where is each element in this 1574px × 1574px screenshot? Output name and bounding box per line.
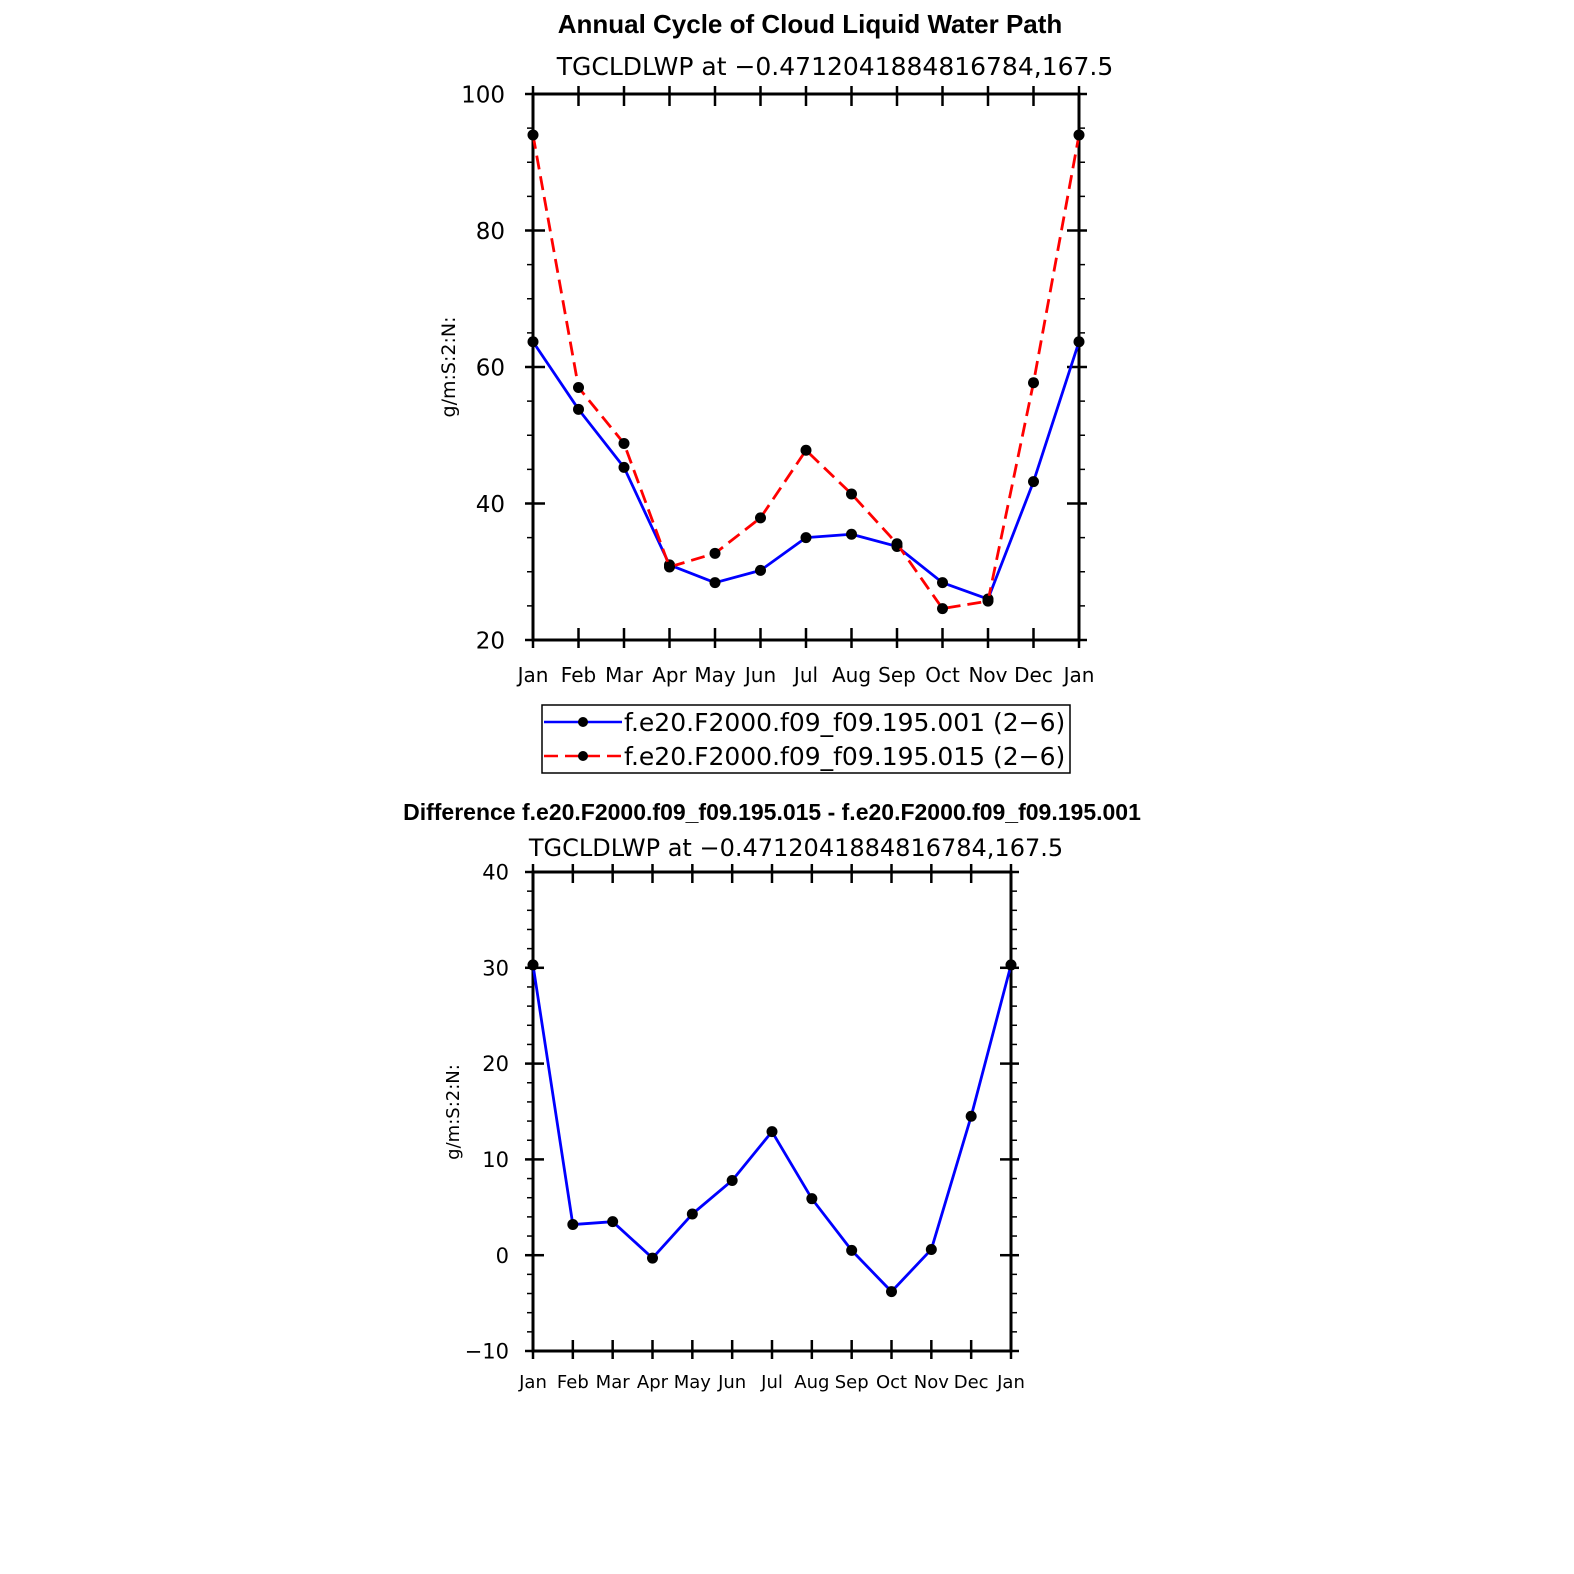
data-point-0 <box>937 577 948 589</box>
bottom-chart: Difference f.e20.F2000.f09_f09.195.015 -… <box>403 799 1141 1393</box>
x-tick-label: Nov <box>914 1372 949 1393</box>
data-point-0 <box>726 1174 738 1186</box>
x-tick-label: Feb <box>557 1372 589 1393</box>
y-tick-label: 60 <box>476 355 505 381</box>
data-point-0 <box>766 1126 778 1138</box>
y-tick-label: 20 <box>476 628 505 654</box>
x-tick-label: May <box>674 1372 712 1393</box>
x-tick-label: Jan <box>518 1372 547 1393</box>
data-point-1 <box>800 444 812 456</box>
data-point-1 <box>755 512 766 524</box>
data-point-0 <box>567 1219 579 1231</box>
data-point-1 <box>891 538 903 550</box>
data-point-0 <box>1073 336 1085 348</box>
data-point-0 <box>647 1252 658 1264</box>
x-tick-label: Apr <box>652 663 687 687</box>
legend-marker-015 <box>578 751 588 761</box>
y-tick-label: 30 <box>482 956 509 980</box>
data-point-1 <box>937 603 948 615</box>
x-tick-label: Oct <box>876 1372 907 1393</box>
data-point-1 <box>709 547 721 559</box>
legend-marker-001 <box>578 717 588 727</box>
top-chart-ylabel: g/m:S:2:N: <box>438 317 460 418</box>
data-point-0 <box>709 577 721 589</box>
x-tick-label: Apr <box>637 1372 669 1393</box>
data-point-1 <box>618 437 630 449</box>
y-tick-label: 40 <box>476 492 505 518</box>
x-tick-label: Mar <box>605 663 644 687</box>
x-tick-label: Jan <box>1062 663 1095 687</box>
top-chart-series <box>527 129 1085 615</box>
data-point-0 <box>846 1244 858 1256</box>
data-point-0 <box>573 403 584 415</box>
y-tick-label: 80 <box>476 219 505 245</box>
x-tick-label: Jul <box>792 663 818 687</box>
data-point-1 <box>846 488 857 500</box>
bottom-chart-ylabel: g/m:S:2:N: <box>443 1064 464 1160</box>
bottom-chart-subtitle: TGCLDLWP at −0.4712041884816784,167.5 <box>528 834 1063 862</box>
legend-label-015: f.e20.F2000.f09_f09.195.015 (2−6) <box>624 742 1065 771</box>
top-chart-axes: Jan Feb Mar Apr May Jun Jul Aug Sep Oct Nov Dec Jan 2… <box>461 82 1094 687</box>
data-point-0 <box>846 528 857 540</box>
y-tick-label: 10 <box>482 1148 509 1172</box>
data-point-0 <box>607 1216 619 1228</box>
y-tick-label: 100 <box>461 82 505 108</box>
x-tick-label: Jan <box>516 663 549 687</box>
legend-label-001: f.e20.F2000.f09_f09.195.001 (2−6) <box>624 708 1065 737</box>
x-tick-label: Sep <box>878 663 916 687</box>
data-point-0 <box>800 532 812 544</box>
data-point-1 <box>664 561 675 573</box>
data-point-0 <box>618 461 630 473</box>
data-point-0 <box>965 1110 977 1122</box>
top-chart: Annual Cycle of Cloud Liquid Water Path … <box>438 9 1114 774</box>
x-tick-label: Oct <box>925 663 960 687</box>
data-point-0 <box>527 959 539 971</box>
data-point-0 <box>755 564 766 576</box>
data-point-1 <box>982 595 994 607</box>
data-point-0 <box>1005 959 1017 971</box>
y-tick-label: 20 <box>482 1052 509 1076</box>
data-point-0 <box>1028 476 1039 488</box>
x-tick-label: Dec <box>954 1372 989 1393</box>
y-tick-label: 0 <box>496 1244 509 1268</box>
legend-box <box>541 704 1071 774</box>
y-tick-label: −10 <box>465 1340 509 1364</box>
x-tick-label: Jul <box>760 1372 783 1393</box>
data-point-0 <box>886 1286 897 1298</box>
x-tick-label: Aug <box>832 663 871 687</box>
bottom-chart-series <box>527 959 1017 1298</box>
bottom-chart-title: Difference f.e20.F2000.f09_f09.195.015 -… <box>403 799 1141 825</box>
data-point-0 <box>806 1193 818 1205</box>
top-chart-title: Annual Cycle of Cloud Liquid Water Path <box>558 9 1063 39</box>
plot-frame <box>531 870 1013 1353</box>
x-tick-label: Jun <box>743 663 776 687</box>
data-point-1 <box>1073 129 1085 141</box>
x-tick-label: Feb <box>561 663 596 687</box>
x-tick-label: Jan <box>996 1372 1025 1393</box>
x-tick-label: Mar <box>596 1372 631 1393</box>
x-tick-label: Nov <box>968 663 1007 687</box>
x-tick-label: Sep <box>835 1372 869 1393</box>
data-point-1 <box>573 381 584 393</box>
data-point-0 <box>527 336 539 348</box>
top-chart-subtitle: TGCLDLWP at −0.4712041884816784,167.5 <box>556 52 1114 81</box>
data-point-0 <box>686 1208 698 1220</box>
data-point-1 <box>527 129 539 141</box>
x-tick-label: Dec <box>1014 663 1053 687</box>
x-tick-label: May <box>694 663 736 687</box>
series-line-0 <box>531 340 1081 601</box>
top-chart-legend: f.e20.F2000.f09_f09.195.001 (2−6) f.e20.… <box>541 704 1071 774</box>
x-tick-label: Aug <box>794 1372 829 1393</box>
x-tick-label: Jun <box>717 1372 746 1393</box>
data-point-1 <box>1028 377 1039 389</box>
bottom-chart-axes: Jan Feb Mar Apr May Jun Jul Aug Sep Oct Nov Dec Jan−… <box>465 861 1025 1393</box>
data-point-0 <box>925 1243 937 1255</box>
y-tick-label: 40 <box>482 861 509 885</box>
